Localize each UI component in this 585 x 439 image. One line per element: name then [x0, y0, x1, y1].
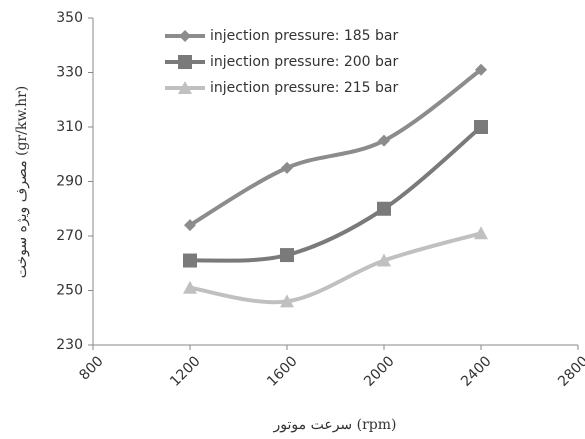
x-axis-label: سرعت موتور (rpm) — [273, 417, 397, 433]
legend-label: injection pressure: 200 bar — [210, 54, 399, 70]
y-tick-label: 350 — [56, 10, 83, 26]
legend-marker — [178, 81, 192, 94]
y-tick-label: 270 — [56, 228, 83, 244]
series-line — [188, 68, 483, 227]
point — [183, 280, 197, 294]
point — [475, 63, 487, 76]
point — [280, 294, 294, 308]
point — [474, 226, 488, 240]
point — [378, 134, 390, 147]
x-tick-label: 2400 — [458, 353, 495, 390]
legend-label: injection pressure: 185 bar — [210, 28, 399, 44]
point — [183, 253, 197, 268]
point — [184, 219, 196, 232]
point — [474, 120, 488, 134]
x-tick-label: 1600 — [264, 353, 301, 390]
legend-marker — [179, 30, 191, 42]
y-tick-label: 230 — [56, 337, 83, 353]
y-axis-label: مصرف ویژه سوخت (gr/kw.hr) — [14, 86, 30, 279]
legend-label: injection pressure: 215 bar — [210, 80, 399, 96]
legend-marker — [178, 55, 192, 69]
x-tick-label: 2000 — [361, 353, 398, 390]
x-tick-label: 1200 — [167, 353, 204, 390]
point — [377, 253, 391, 267]
y-tick-label: 310 — [56, 119, 83, 135]
series-line — [189, 125, 483, 263]
y-tick-label: 250 — [56, 283, 83, 299]
series-line — [189, 231, 482, 305]
point — [281, 161, 293, 174]
point — [377, 201, 391, 216]
y-tick-label: 290 — [56, 174, 83, 190]
x-tick-label: 800 — [76, 353, 106, 383]
y-tick-label: 330 — [56, 65, 83, 81]
point — [280, 248, 294, 263]
x-tick-label: 2800 — [555, 353, 585, 390]
